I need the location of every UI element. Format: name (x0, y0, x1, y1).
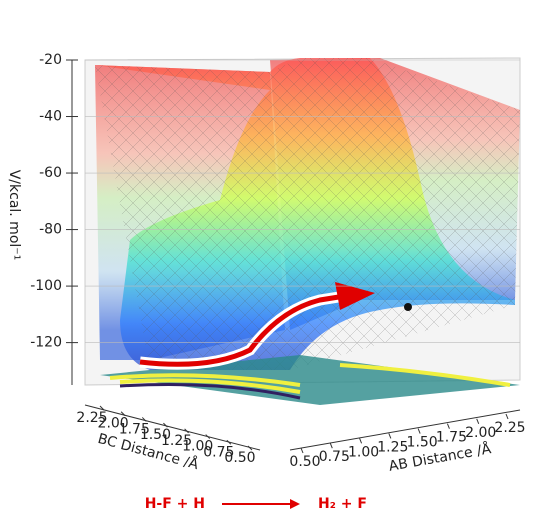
y-tick-label: 0.50 (224, 450, 255, 466)
z-axis-title: V/kcal. mol⁻¹ (6, 170, 22, 261)
y-tick (205, 434, 211, 439)
x-tick-label: 0.50 (289, 454, 320, 470)
y-tick (99, 405, 105, 411)
x-tick-label: 1.00 (348, 444, 379, 460)
z-tick-label: -120 (30, 335, 62, 351)
x-tick-label: 2.00 (465, 425, 496, 441)
x-tick (476, 418, 480, 425)
z-tick-label: -40 (39, 109, 62, 125)
y-tick-label: 1.00 (182, 439, 213, 455)
y-tick-label: 0.75 (203, 444, 234, 460)
z-tick-label: -60 (39, 165, 62, 181)
z-tick-label: -80 (39, 222, 62, 238)
reaction-path (139, 282, 412, 370)
y-tick (184, 428, 189, 434)
y-tick-label: 2.25 (76, 410, 107, 426)
x-tick-label: 2.25 (494, 420, 525, 436)
x-tick (417, 428, 421, 434)
x-tick (359, 438, 363, 444)
x-tick (446, 423, 450, 429)
x-tick-label: 1.50 (407, 435, 438, 451)
z-tick-label: -20 (39, 52, 62, 68)
y-tick-label: 1.25 (161, 433, 192, 449)
y-tick (141, 417, 147, 422)
x-tick (329, 442, 333, 449)
y-tick (247, 445, 253, 451)
products: H₂ + F (318, 496, 367, 512)
x-tick (300, 447, 304, 454)
y-tick-label: 1.50 (140, 427, 171, 443)
x-tick-label: 1.25 (377, 439, 408, 455)
x-tick (505, 413, 509, 420)
reaction-arrowhead (290, 499, 300, 509)
reactants: H-F + H (145, 496, 205, 512)
y-axis (84, 404, 261, 451)
x-tick-label: 0.75 (319, 449, 350, 465)
y-tick-label: 2.00 (98, 416, 129, 432)
y-tick (226, 439, 232, 445)
y-tick (120, 411, 126, 417)
y-tick (163, 422, 168, 428)
x-tick (388, 433, 392, 439)
x-tick-label: 1.75 (436, 430, 467, 446)
x-axis (289, 409, 521, 451)
y-tick-label: 1.75 (119, 421, 150, 437)
z-tick-label: -100 (30, 278, 62, 294)
surface (84, 57, 521, 405)
